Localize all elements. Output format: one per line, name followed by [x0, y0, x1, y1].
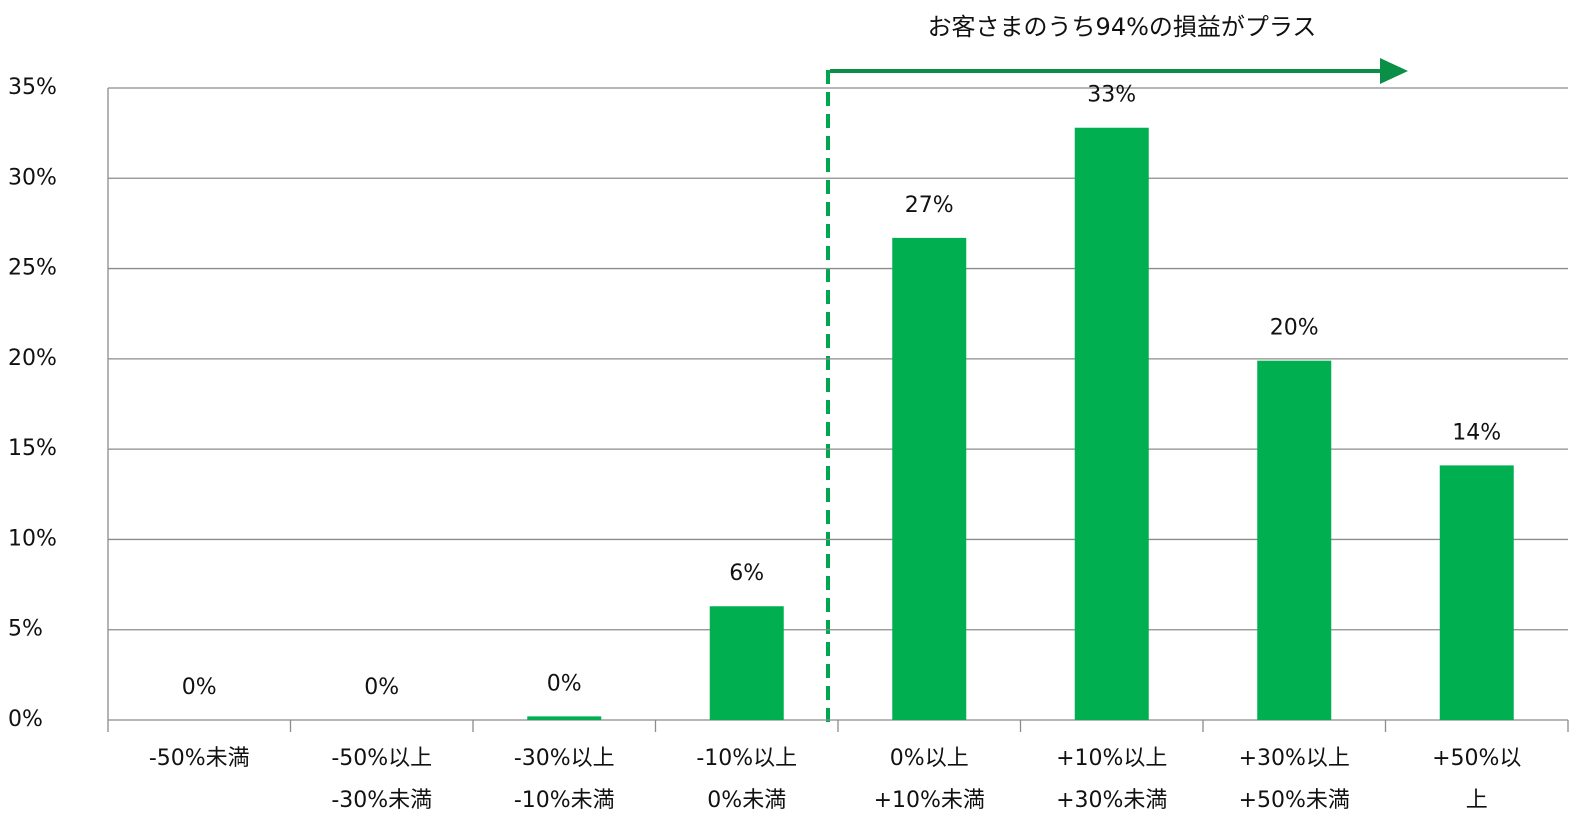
- bar: [1074, 127, 1149, 721]
- bar: [527, 716, 602, 720]
- y-tick-label: 20%: [8, 346, 57, 371]
- x-tick-label: +50%以上: [1432, 746, 1522, 813]
- y-tick-label: 5%: [8, 617, 43, 642]
- arrow-head: [1380, 58, 1408, 84]
- bar: [1257, 360, 1332, 720]
- value-label: 0%: [547, 671, 582, 696]
- y-tick-label: 10%: [8, 526, 57, 551]
- annotation: お客さまのうち94%の損益がプラス: [928, 13, 1317, 41]
- bar: [709, 606, 784, 720]
- x-tick-label: -50%以上 -30%未満: [331, 746, 433, 813]
- value-label: 0%: [364, 675, 399, 700]
- y-tick-label: 15%: [8, 436, 57, 461]
- x-tick-label: +30%以上 +50%未満: [1238, 746, 1350, 813]
- value-label: 27%: [905, 193, 954, 218]
- y-tick-label: 0%: [8, 707, 43, 732]
- y-tick-label: 35%: [8, 75, 57, 100]
- bar: [1439, 465, 1514, 720]
- y-tick-label: 30%: [8, 165, 57, 190]
- value-label: 0%: [182, 675, 217, 700]
- value-label: 14%: [1452, 420, 1501, 445]
- y-tick-label: 25%: [8, 256, 57, 281]
- x-tick-label: -10%以上 0%未満: [696, 746, 798, 813]
- value-label: 6%: [729, 561, 764, 586]
- x-tick-label: 0%以上 +10%未満: [873, 746, 985, 813]
- value-label: 20%: [1270, 316, 1319, 341]
- bar: [892, 237, 967, 721]
- x-tick-label: +10%以上 +30%未満: [1056, 746, 1168, 813]
- x-tick-label: -50%未満: [148, 746, 250, 771]
- x-tick-label: -30%以上 -10%未満: [513, 746, 615, 813]
- value-label: 33%: [1087, 83, 1136, 108]
